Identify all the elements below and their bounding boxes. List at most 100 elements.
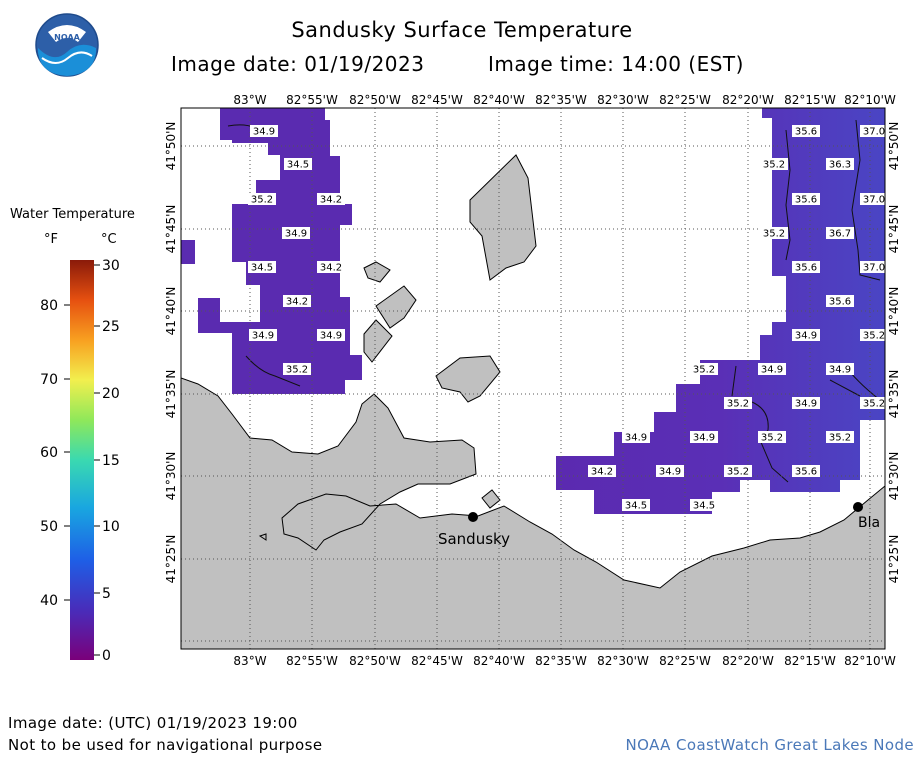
temp-label: 35.2 <box>727 467 749 478</box>
temp-label-box <box>249 329 277 341</box>
color-scale-bar <box>70 260 94 660</box>
temp-label-box <box>792 397 820 409</box>
legend-tick-c: 0 <box>102 648 111 664</box>
legend-unit-f: °F <box>44 232 58 247</box>
islet <box>258 533 267 541</box>
temp-label-box <box>724 465 752 477</box>
legend-tick-c: 15 <box>102 453 120 469</box>
temp-label: 34.5 <box>625 501 647 512</box>
temp-label: 35.2 <box>727 399 749 410</box>
credit-link[interactable]: NOAA CoastWatch Great Lakes Node <box>625 736 914 754</box>
longitude-labels-bottom: 83°W 82°55'W 82°50'W 82°45'W 82°40'W 82°35'W 8… <box>233 654 896 668</box>
longitude-label-top: 82°30'W <box>597 93 649 107</box>
longitude-label-bottom: 82°55'W <box>286 654 338 668</box>
latitude-label-right: 41°45'N <box>887 205 901 254</box>
longitude-label-bottom: 82°50'W <box>349 654 401 668</box>
temp-label-box <box>826 295 854 307</box>
longitude-labels-top: 83°W 82°55'W 82°50'W 82°45'W 82°40'W 82°35'W 8… <box>233 93 896 107</box>
temp-label: 34.9 <box>761 365 783 376</box>
temp-label: 34.9 <box>693 433 715 444</box>
temp-label-box <box>792 193 820 205</box>
legend-tick-c: 10 <box>102 519 120 535</box>
temp-label: 35.6 <box>795 195 817 206</box>
latitude-label-left: 41°40'N <box>164 287 178 336</box>
latitude-label-left: 41°45'N <box>164 205 178 254</box>
temp-label: 35.2 <box>693 365 715 376</box>
graticule <box>181 108 885 649</box>
temp-label-box <box>282 227 310 239</box>
temp-label: 34.9 <box>285 229 307 240</box>
temp-label: 35.2 <box>863 399 885 410</box>
latitude-label-right: 41°25'N <box>887 535 901 584</box>
temp-label: 34.9 <box>795 331 817 342</box>
temp-label-box <box>826 227 854 239</box>
legend-tick-c: 30 <box>102 258 120 274</box>
temp-label-box <box>622 499 650 511</box>
temp-label: 35.2 <box>763 160 785 171</box>
temp-label-box <box>283 363 311 375</box>
city-label-bla: Bla <box>858 515 880 531</box>
temp-label-box <box>690 431 718 443</box>
disclaimer: Not to be used for navigational purpose <box>8 736 323 754</box>
legend-tick-c: 25 <box>102 319 120 335</box>
temp-label-box <box>317 329 345 341</box>
water-region-east <box>556 108 885 514</box>
city-label-sandusky: Sandusky <box>438 530 510 548</box>
temp-label: 35.2 <box>286 365 308 376</box>
latitude-labels-left: 41°50'N 41°45'N 41°40'N 41°35'N 41°30'N 41°25… <box>164 122 178 584</box>
temp-label-box <box>656 465 684 477</box>
temp-label: 34.2 <box>286 297 308 308</box>
image-time: Image time: 14:00 (EST) <box>488 52 744 76</box>
longitude-label-top: 82°40'W <box>473 93 525 107</box>
latitude-label-right: 41°40'N <box>887 287 901 336</box>
image-date: Image date: 01/19/2023 <box>171 52 425 76</box>
legend-tick-c: 20 <box>102 386 120 402</box>
latitude-label-right: 41°35'N <box>887 370 901 419</box>
temp-label-box <box>758 363 786 375</box>
temp-label: 34.2 <box>320 195 342 206</box>
legend-tick-f: 70 <box>40 372 58 388</box>
latitude-label-right: 41°50'N <box>887 122 901 171</box>
temp-label-box <box>826 363 854 375</box>
bla-marker <box>853 502 863 512</box>
temp-label: 35.2 <box>863 331 885 342</box>
temp-label-box <box>690 363 718 375</box>
temp-label-box <box>250 125 278 137</box>
temp-label: 34.9 <box>659 467 681 478</box>
utc-date: Image date: (UTC) 01/19/2023 19:00 <box>8 714 298 732</box>
longitude-label-bottom: 82°45'W <box>411 654 463 668</box>
sandusky-marker <box>468 512 478 522</box>
temp-label-box <box>860 397 885 409</box>
temp-label: 36.7 <box>829 229 851 240</box>
longitude-label-bottom: 82°30'W <box>597 654 649 668</box>
legend-tick-f: 50 <box>40 519 58 535</box>
longitude-label-bottom: 82°10'W <box>844 654 896 668</box>
islands <box>363 154 537 509</box>
temp-label-box <box>760 158 788 170</box>
temp-label: 34.9 <box>829 365 851 376</box>
temp-label: 34.2 <box>591 467 613 478</box>
temp-label: 35.6 <box>829 297 851 308</box>
longitude-label-top: 82°15'W <box>784 93 836 107</box>
temp-label: 34.9 <box>253 127 275 138</box>
temp-label-box <box>622 431 650 443</box>
temp-label-box <box>758 431 786 443</box>
temp-label-box <box>724 397 752 409</box>
temp-label: 37.0 <box>863 127 885 138</box>
temp-label: 35.6 <box>795 467 817 478</box>
water-region-west <box>181 108 362 394</box>
temp-label-box <box>690 499 718 511</box>
temp-label-box <box>588 465 616 477</box>
temp-label: 34.9 <box>252 331 274 342</box>
temp-label: 35.2 <box>251 195 273 206</box>
longitude-label-top: 82°10'W <box>844 93 896 107</box>
longitude-label-top: 82°55'W <box>286 93 338 107</box>
longitude-label-top: 82°20'W <box>722 93 774 107</box>
temp-label: 37.0 <box>863 195 885 206</box>
temp-label: 34.9 <box>625 433 647 444</box>
temp-label-box <box>317 261 345 273</box>
temp-label: 34.2 <box>320 263 342 274</box>
temp-label-box <box>248 193 276 205</box>
legend-tick-f: 80 <box>40 298 58 314</box>
longitude-label-top: 82°25'W <box>659 93 711 107</box>
